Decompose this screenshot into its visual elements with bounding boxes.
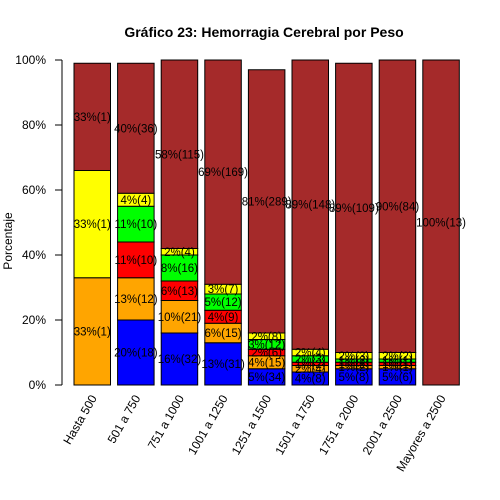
- bars: 33%(1)33%(1)33%(1)20%(18)13%(12)11%(10)1…: [73, 59, 466, 386]
- data-label: 6%(13): [161, 286, 198, 298]
- bar-segment: [117, 241, 155, 279]
- bar-segment: [117, 62, 155, 194]
- data-label: 8%(16): [161, 263, 198, 275]
- x-tick-label: 751 a 1000: [145, 392, 187, 451]
- data-label: 2%(3): [295, 354, 326, 366]
- bar-segment: [291, 59, 329, 350]
- data-label: 2%(2): [382, 351, 413, 363]
- data-label: 2%(6): [251, 348, 282, 360]
- data-label: 20%(18): [114, 348, 158, 360]
- x-tick-label: 1751 a 2000: [316, 392, 362, 457]
- data-label: 11%(10): [115, 255, 158, 267]
- bar-segment: [204, 59, 242, 285]
- x-tick-label: 1251 a 1500: [229, 392, 275, 457]
- data-label: 4%(15): [248, 357, 285, 369]
- data-label: 13%(31): [201, 359, 245, 371]
- x-tick-label: 1501 a 1750: [272, 392, 318, 457]
- data-label: 40%(36): [114, 123, 158, 135]
- data-label: 10%(21): [158, 312, 202, 324]
- data-label: 90%(84): [376, 201, 420, 213]
- y-tick-label: 80%: [22, 118, 46, 132]
- data-label: 13%(12): [114, 294, 158, 306]
- data-label: 2%(4): [164, 247, 195, 259]
- data-label: 5%(6): [382, 372, 413, 384]
- x-tick-label: 1001 a 1250: [185, 392, 231, 457]
- data-label: 4%(8): [295, 374, 326, 386]
- data-label: 16%(32): [158, 354, 202, 366]
- y-tick-label: 60%: [22, 183, 46, 197]
- bar-segment: [73, 170, 111, 279]
- x-tick-label: 501 a 750: [105, 392, 144, 446]
- x-tick-label: Hasta 500: [60, 392, 100, 447]
- bar-segment: [117, 277, 155, 321]
- data-label: 4%(9): [208, 312, 239, 324]
- data-label: 1%(1): [382, 359, 413, 371]
- bar-segment: [204, 342, 242, 386]
- data-label: 2%(8): [251, 331, 282, 343]
- bar-segment: [117, 205, 155, 243]
- data-label: 1%(1): [382, 356, 413, 368]
- x-tick-label: 2001 a 2500: [360, 392, 406, 457]
- y-axis-label: Porcentaje: [1, 212, 15, 270]
- bar-segment: [160, 332, 199, 386]
- data-label: 1%(1): [382, 362, 413, 374]
- data-label: 69%(169): [198, 167, 248, 179]
- data-label: 89%(148): [285, 200, 335, 212]
- bar-segment: [73, 277, 111, 386]
- data-label: 3%(12): [248, 339, 285, 351]
- y-tick-label: 0%: [29, 378, 47, 392]
- bar-segment: [117, 319, 155, 386]
- data-label: 1%(2): [339, 359, 370, 371]
- y-tick-label: 100%: [15, 53, 46, 67]
- data-label: 3%(7): [208, 284, 239, 296]
- data-label: 100%(13): [416, 218, 466, 230]
- data-label: 11%(10): [115, 219, 158, 231]
- bar-segment: [422, 59, 460, 386]
- data-label: 33%(1): [74, 219, 111, 231]
- y-axis: 0% 20% 40% 60% 80% 100%: [15, 53, 63, 392]
- bar-segment: [73, 62, 111, 171]
- data-label: 1%(2): [339, 356, 370, 368]
- data-label: 2%(4): [295, 364, 326, 376]
- data-label: 6%(15): [205, 328, 242, 340]
- data-label: 33%(1): [74, 112, 111, 124]
- data-label: 2%(3): [339, 351, 370, 363]
- bar-segment: [247, 69, 286, 334]
- data-label: 1%(2): [339, 362, 370, 374]
- bar-segment: [335, 62, 373, 353]
- data-label: 33%(1): [74, 326, 111, 338]
- data-label: 58%(115): [155, 149, 204, 161]
- data-label: 81%(289): [242, 196, 292, 208]
- data-label: 5%(34): [248, 372, 285, 384]
- y-tick-label: 40%: [22, 248, 46, 262]
- y-tick-label: 20%: [22, 313, 46, 327]
- data-label: 2%(4): [295, 348, 326, 360]
- bar-segment: [378, 59, 417, 353]
- data-label: 5%(8): [339, 372, 370, 384]
- bar-segment: [160, 300, 199, 334]
- data-label: 1%(2): [295, 359, 326, 371]
- data-label: 4%(4): [121, 195, 152, 207]
- bar-segment: [160, 59, 199, 249]
- chart-title: Gráfico 23: Hemorragia Cerebral por Peso: [124, 24, 403, 40]
- data-label: 89%(109): [329, 203, 379, 215]
- data-label: 5%(12): [205, 297, 242, 309]
